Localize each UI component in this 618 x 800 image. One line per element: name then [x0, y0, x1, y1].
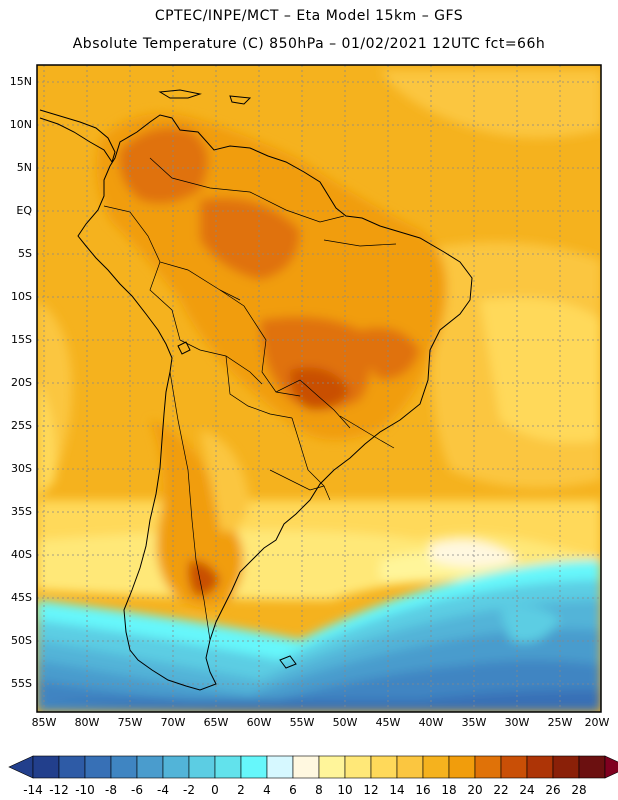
colorbar-label: -14 — [23, 783, 43, 797]
colorbar-label: 18 — [441, 783, 457, 797]
lat-label-55s: 55S — [11, 677, 32, 690]
lat-label-5s: 5S — [18, 247, 32, 260]
graticule — [37, 65, 601, 712]
lon-label-30w: 30W — [504, 716, 530, 729]
colorbar-label: -12 — [49, 783, 69, 797]
colorbar-swatch — [500, 755, 528, 779]
lat-label-45s: 45S — [11, 591, 32, 604]
colorbar-label: 10 — [337, 783, 353, 797]
lat-label-40s: 40S — [11, 548, 32, 561]
colorbar-label: 14 — [389, 783, 405, 797]
lon-label-25w: 25W — [547, 716, 573, 729]
colorbar-label: 4 — [263, 783, 271, 797]
map-frame — [36, 64, 602, 713]
lat-label-35s: 35S — [11, 505, 32, 518]
lon-label-40w: 40W — [418, 716, 444, 729]
caribbean-island — [229, 95, 252, 105]
falkland-islands — [279, 655, 297, 669]
colorbar-swatch — [266, 755, 294, 779]
lat-label-15n: 15N — [9, 75, 32, 88]
colorbar-swatch — [318, 755, 346, 779]
south-america-coastline — [77, 114, 473, 691]
colorbar-label: 28 — [571, 783, 587, 797]
lat-label-20s: 20S — [11, 376, 32, 389]
colorbar-label: -2 — [183, 783, 195, 797]
colorbar-swatch — [32, 755, 60, 779]
colorbar-swatch — [396, 755, 424, 779]
lat-label-15s: 15S — [11, 333, 32, 346]
lake-titicaca — [177, 341, 191, 355]
lon-label-85w: 85W — [31, 716, 57, 729]
colorbar-swatch — [474, 755, 502, 779]
colorbar-label: -10 — [75, 783, 95, 797]
coastlines — [39, 89, 473, 691]
temperature-field — [37, 65, 601, 712]
colorbar-label: -4 — [157, 783, 169, 797]
caribbean-island — [158, 89, 202, 99]
lon-label-55w: 55W — [289, 716, 315, 729]
colorbar-label: 20 — [467, 783, 483, 797]
lon-label-75w: 75W — [117, 716, 143, 729]
colorbar-label: 8 — [315, 783, 323, 797]
colorbar-label: 26 — [545, 783, 561, 797]
lat-label-10s: 10S — [11, 290, 32, 303]
colorbar-swatch — [240, 755, 268, 779]
colorbar-swatch — [84, 755, 112, 779]
lon-label-70w: 70W — [160, 716, 186, 729]
colorbar-label: 0 — [211, 783, 219, 797]
lon-label-65w: 65W — [203, 716, 229, 729]
colorbar-label: -8 — [105, 783, 117, 797]
lat-label-10n: 10N — [9, 118, 32, 131]
colorbar — [8, 755, 618, 779]
colorbar-swatch — [162, 755, 190, 779]
lat-label-5n: 5N — [16, 161, 32, 174]
colorbar-swatch — [370, 755, 398, 779]
lat-label-50s: 50S — [11, 634, 32, 647]
colorbar-label: 2 — [237, 783, 245, 797]
title-line-2: Absolute Temperature (C) 850hPa – 01/02/… — [72, 36, 546, 52]
lon-label-35w: 35W — [461, 716, 487, 729]
colorbar-swatch — [188, 755, 216, 779]
colorbar-swatch — [578, 755, 606, 779]
colorbar-swatch — [552, 755, 580, 779]
colorbar-label: 6 — [289, 783, 297, 797]
colorbar-swatch — [58, 755, 86, 779]
colorbar-swatch — [110, 755, 138, 779]
country-borders — [103, 157, 397, 641]
colorbar-swatch — [422, 755, 450, 779]
title-line-1: CPTEC/INPE/MCT – Eta Model 15km – GFS — [154, 8, 464, 24]
lat-label-30s: 30S — [11, 462, 32, 475]
lon-label-20w: 20W — [584, 716, 610, 729]
lon-label-60w: 60W — [246, 716, 272, 729]
lon-label-45w: 45W — [375, 716, 401, 729]
lat-label-eq: EQ — [16, 204, 32, 217]
lat-label-25s: 25S — [11, 419, 32, 432]
colorbar-low-arrow — [8, 755, 34, 779]
lon-label-80w: 80W — [74, 716, 100, 729]
lon-label-50w: 50W — [332, 716, 358, 729]
colorbar-label: 16 — [415, 783, 431, 797]
colorbar-label: -6 — [131, 783, 143, 797]
colorbar-swatch — [214, 755, 242, 779]
colorbar-high-arrow — [604, 755, 618, 779]
colorbar-swatch — [344, 755, 372, 779]
colorbar-label: 24 — [519, 783, 535, 797]
colorbar-swatch — [292, 755, 320, 779]
colorbar-swatch — [136, 755, 164, 779]
colorbar-label: 22 — [493, 783, 509, 797]
central-america-coastline — [39, 109, 116, 164]
colorbar-swatch — [526, 755, 554, 779]
colorbar-swatch — [448, 755, 476, 779]
colorbar-label: 12 — [363, 783, 379, 797]
